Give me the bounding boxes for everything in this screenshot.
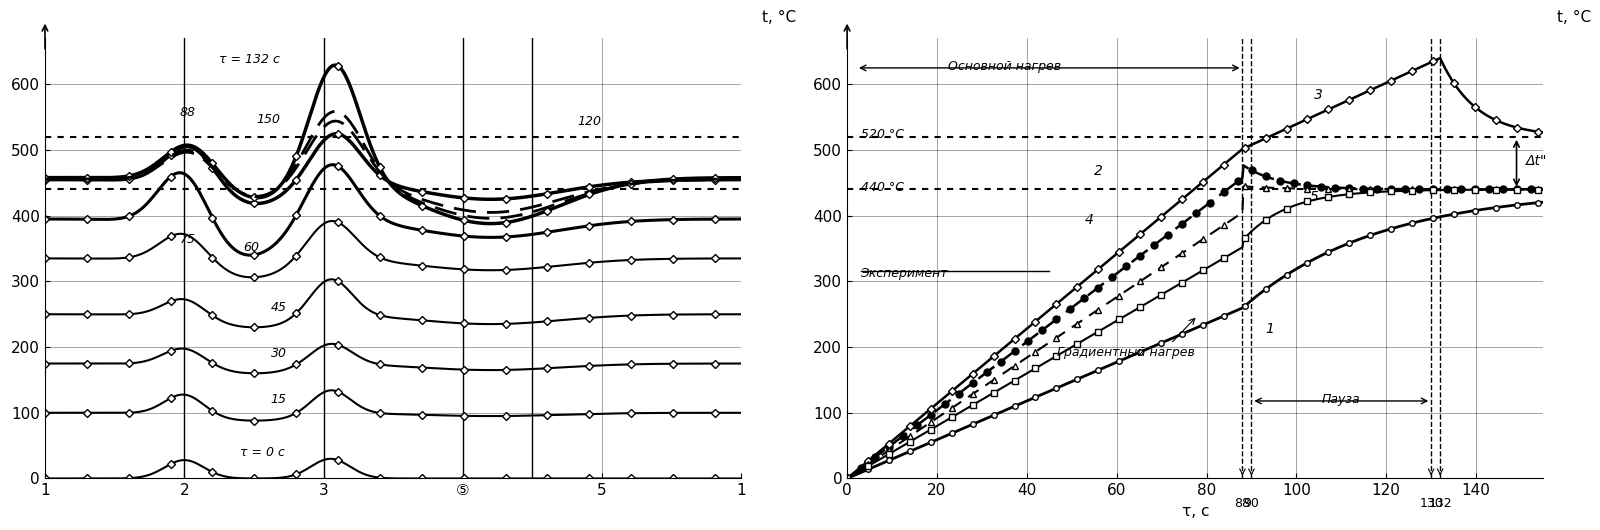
- Text: 4: 4: [1085, 213, 1094, 227]
- Text: 30: 30: [270, 347, 286, 360]
- Text: 440 °С: 440 °С: [861, 181, 904, 194]
- Text: 2: 2: [1094, 164, 1102, 178]
- Text: 520 °С: 520 °С: [861, 128, 904, 142]
- Text: t, °C: t, °C: [762, 10, 797, 25]
- Text: Основной нагрев: Основной нагрев: [947, 60, 1061, 73]
- Text: t, °C: t, °C: [1557, 10, 1592, 25]
- Text: 15: 15: [270, 393, 286, 406]
- Text: 150: 150: [256, 112, 280, 126]
- Text: 3: 3: [1314, 88, 1323, 102]
- Text: Градиентный нагрев: Градиентный нагрев: [1056, 346, 1195, 359]
- Text: τ = 0 c: τ = 0 c: [240, 446, 285, 458]
- Text: 90: 90: [1243, 497, 1259, 510]
- Text: 120: 120: [578, 114, 602, 128]
- Text: 88: 88: [181, 106, 197, 119]
- X-axis label: τ, c: τ, c: [1181, 504, 1210, 519]
- Text: 130: 130: [1419, 497, 1443, 510]
- Text: Эксперимент: Эксперимент: [861, 267, 949, 280]
- Text: τ = 132 c: τ = 132 c: [219, 54, 280, 66]
- Text: 88: 88: [1235, 497, 1251, 510]
- Text: 1: 1: [1266, 322, 1274, 335]
- Text: 5: 5: [1310, 190, 1318, 204]
- Text: 132: 132: [1429, 497, 1451, 510]
- Text: 75: 75: [181, 233, 197, 246]
- Text: 45: 45: [270, 301, 286, 314]
- Text: 60: 60: [243, 241, 259, 254]
- Text: Δt": Δt": [1525, 154, 1547, 167]
- Text: Пауза: Пауза: [1322, 393, 1360, 406]
